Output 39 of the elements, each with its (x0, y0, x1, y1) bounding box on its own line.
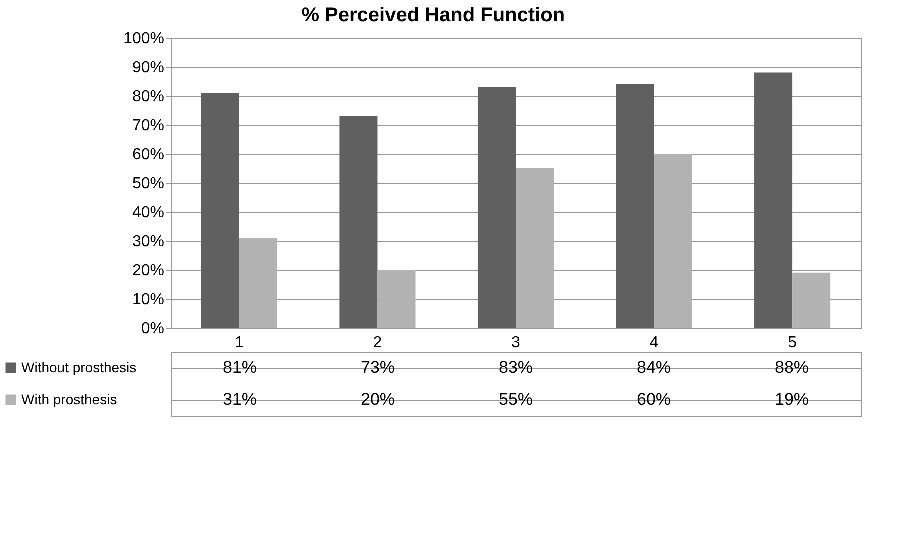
y-tick-label: 10% (132, 292, 164, 308)
data-label: 20% (360, 390, 396, 409)
data-label: 88% (774, 358, 810, 377)
bar (378, 270, 416, 328)
y-tick-label: 70% (132, 118, 164, 134)
bar (478, 87, 516, 328)
data-label: 31% (222, 390, 258, 409)
legend-label: Without prosthesis (22, 360, 137, 376)
data-label: 60% (636, 390, 672, 409)
y-tick-label: 50% (132, 176, 164, 192)
data-label: 55% (498, 390, 534, 409)
bar (754, 72, 793, 328)
x-tick-label: 1 (234, 334, 244, 352)
y-tick-label: 60% (132, 146, 164, 164)
y-tick-label: 100% (124, 30, 164, 48)
data-label: 73% (360, 358, 396, 377)
bar (616, 84, 654, 328)
bar (516, 168, 554, 328)
data-label: 84% (636, 358, 672, 377)
x-tick-label: 3 (512, 334, 521, 352)
chart-title: % Perceived Hand Function (302, 4, 566, 26)
x-tick-label: 4 (650, 334, 659, 352)
y-tick-label: 20% (132, 262, 164, 280)
data-label: 19% (774, 390, 810, 409)
y-tick-label: 0% (141, 320, 164, 338)
bar (340, 116, 378, 328)
x-tick-label: 5 (788, 334, 798, 352)
data-label: 83% (498, 358, 534, 377)
y-tick-label: 80% (132, 88, 164, 106)
bar (792, 272, 831, 328)
bar (201, 93, 240, 328)
y-tick-label: 90% (132, 60, 164, 76)
x-tick-label: 2 (373, 334, 382, 352)
y-tick-label: 40% (132, 204, 164, 222)
y-tick-label: 30% (132, 234, 164, 250)
data-label: 81% (222, 358, 258, 377)
legend-label: With prosthesis (22, 392, 118, 408)
bar (239, 238, 278, 328)
bar (654, 154, 692, 328)
